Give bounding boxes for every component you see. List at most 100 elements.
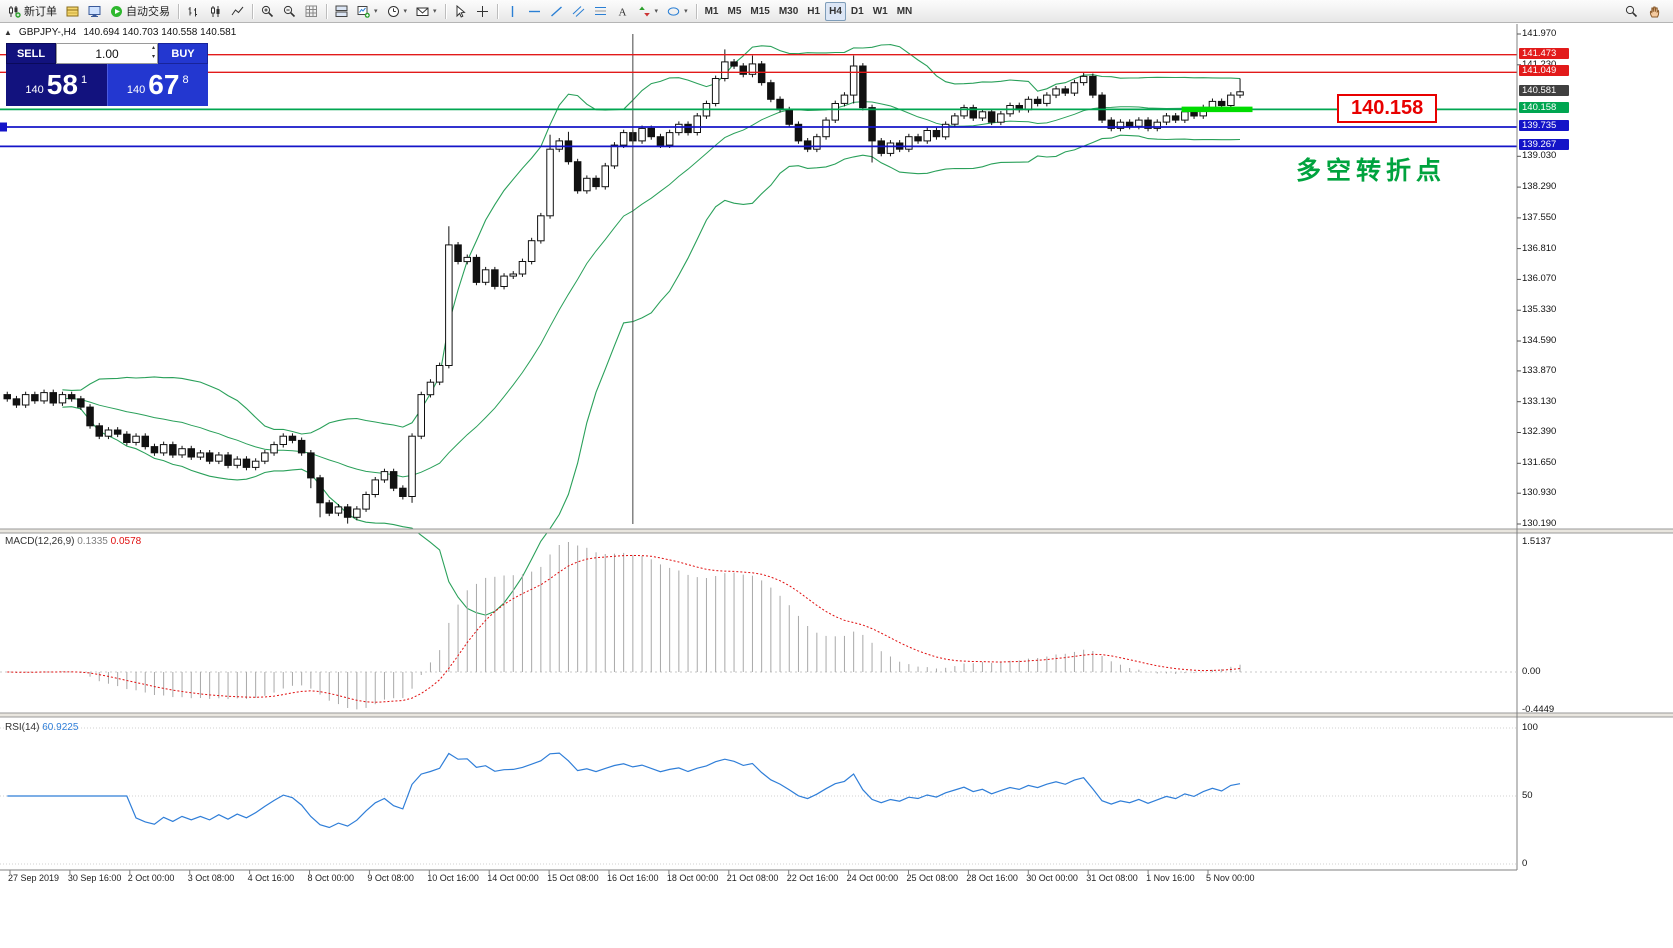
new-order-button[interactable]: 新订单 — [4, 2, 61, 21]
shapes-button[interactable]: ▾ — [663, 2, 692, 21]
zoom-out-icon — [283, 5, 296, 18]
timeframe-m30[interactable]: M30 — [775, 2, 802, 21]
toolbar-separator — [178, 3, 179, 19]
mail-icon — [416, 5, 429, 18]
price-tick: 133.130 — [1522, 395, 1557, 407]
timeframe-m1[interactable]: M1 — [701, 2, 723, 21]
time-label: 31 Oct 08:00 — [1086, 873, 1138, 883]
macd-axis-tick: -0.4449 — [1522, 704, 1555, 716]
timeframe-d1[interactable]: D1 — [847, 2, 868, 21]
toolbar-separator — [444, 3, 446, 19]
timeframe-m5[interactable]: M5 — [723, 2, 745, 21]
volume-down-icon[interactable]: ▾ — [151, 54, 155, 60]
time-label: 25 Oct 08:00 — [906, 873, 959, 883]
volume-value[interactable]: 1.00 — [95, 46, 119, 61]
crosshair-button[interactable] — [472, 2, 493, 21]
price-callout-box[interactable]: 140.158 — [1337, 94, 1438, 123]
timeframe-m5-label: M5 — [727, 5, 742, 17]
bar-chart-button[interactable] — [183, 2, 204, 21]
text-button[interactable]: A — [612, 2, 633, 21]
caret-down-icon: ▾ — [403, 8, 408, 15]
sell-price-prefix: 140 — [25, 84, 44, 96]
bollinger-middle-band — [62, 101, 1241, 478]
timeframe-w1-label: W1 — [872, 5, 888, 17]
rsi-axis-tick: 0 — [1522, 858, 1528, 869]
sell-price-big: 58 — [46, 69, 78, 100]
buy-price-pip: 8 — [182, 74, 189, 86]
toolbar-right — [1621, 2, 1669, 21]
line-chart-button[interactable] — [227, 2, 248, 21]
chart-area[interactable]: ▲ GBPJPY-,H4 140.694 140.703 140.558 140… — [0, 24, 1673, 948]
macd-signal-line — [7, 554, 1241, 703]
chart-line-icon — [231, 5, 244, 18]
grid-button[interactable] — [301, 2, 322, 21]
vertical-line-button[interactable] — [502, 2, 523, 21]
zoom-in-button[interactable] — [257, 2, 278, 21]
timeframe-w1[interactable]: W1 — [869, 2, 892, 21]
timeframe-h4-label: H4 — [829, 5, 842, 17]
hline-icon — [528, 5, 541, 18]
zoom-out-button[interactable] — [279, 2, 300, 21]
buy-price[interactable]: 140 67 8 — [106, 64, 208, 106]
template-button[interactable]: ▾ — [412, 2, 441, 21]
volume-up-icon[interactable]: ▴ — [151, 45, 155, 51]
symbol-name: GBPJPY-,H4 — [18, 27, 77, 38]
buy-button[interactable]: BUY — [158, 43, 208, 64]
cursor-button[interactable] — [450, 2, 471, 21]
horizontal-line-button[interactable] — [524, 2, 545, 21]
timeframe-m15-label: M15 — [750, 5, 770, 17]
channel-button[interactable] — [568, 2, 589, 21]
price-line-label: 141.473 — [1519, 47, 1569, 59]
time-label: 15 Oct 08:00 — [547, 873, 599, 883]
volume-field[interactable]: 1.00 ▴ ▾ — [56, 43, 158, 64]
timeframe-m15[interactable]: M15 — [746, 2, 773, 21]
fibonacci-button[interactable] — [590, 2, 611, 21]
market-watch-icon — [66, 5, 79, 18]
macd-axis-tick: 0.00 — [1522, 666, 1541, 677]
cursor-icon — [454, 4, 467, 18]
market-watch-button[interactable] — [62, 2, 83, 21]
price-line-label: 140.158 — [1519, 102, 1569, 114]
sell-price[interactable]: 140 58 1 — [6, 64, 107, 106]
price-tick: 131.650 — [1522, 457, 1557, 469]
trendline-button[interactable] — [546, 2, 567, 21]
macd-axis-tick: 1.5137 — [1522, 536, 1552, 547]
time-label: 28 Oct 16:00 — [966, 873, 1018, 883]
timeframe-mn[interactable]: MN — [893, 2, 917, 21]
caret-down-icon: ▾ — [654, 8, 659, 15]
time-label: 24 Oct 00:00 — [846, 873, 899, 883]
crosshair-icon — [476, 5, 489, 18]
buy-price-prefix: 140 — [126, 84, 146, 96]
ohlc-values: 140.694 140.703 140.558 140.581 — [83, 27, 237, 38]
candlestick-chart-button[interactable] — [205, 2, 226, 21]
time-label: 3 Oct 08:00 — [187, 873, 235, 883]
price-tick: 141.970 — [1522, 28, 1557, 39]
price-chart-canvas[interactable] — [0, 24, 1673, 904]
hand-button[interactable] — [1644, 2, 1665, 21]
fibo-icon — [594, 5, 607, 18]
volume-stepper[interactable]: ▴ ▾ — [152, 44, 155, 62]
collapse-panel-icon[interactable]: ▲ — [4, 28, 12, 37]
timeframe-h4[interactable]: H4 — [825, 1, 846, 21]
tile-windows-button[interactable] — [331, 2, 352, 21]
rsi-value: 60.9225 — [42, 722, 79, 733]
timeframe-h1[interactable]: H1 — [803, 2, 824, 21]
arrows-button[interactable]: ▾ — [634, 2, 663, 21]
sell-button[interactable]: SELL — [6, 43, 56, 64]
new-chart-button[interactable]: ▾ — [353, 2, 382, 21]
timeframe-m1-label: M1 — [704, 5, 719, 17]
data-window-button[interactable] — [84, 2, 105, 21]
caret-down-icon: ▾ — [684, 8, 688, 15]
arrows-icon — [638, 5, 651, 18]
auto-trading-button[interactable]: 自动交易 — [106, 2, 174, 21]
trendline-icon — [550, 5, 563, 18]
toolbar-separator — [695, 3, 697, 19]
timeframe-d1-label: D1 — [850, 5, 864, 17]
search-button[interactable] — [1621, 2, 1642, 21]
period-button[interactable]: ▾ — [383, 2, 412, 21]
turning-point-annotation: 多空转折点 — [1296, 157, 1447, 185]
vline-icon — [506, 5, 519, 18]
svg-text:A: A — [618, 6, 626, 18]
time-label: 14 Oct 00:00 — [487, 873, 539, 883]
